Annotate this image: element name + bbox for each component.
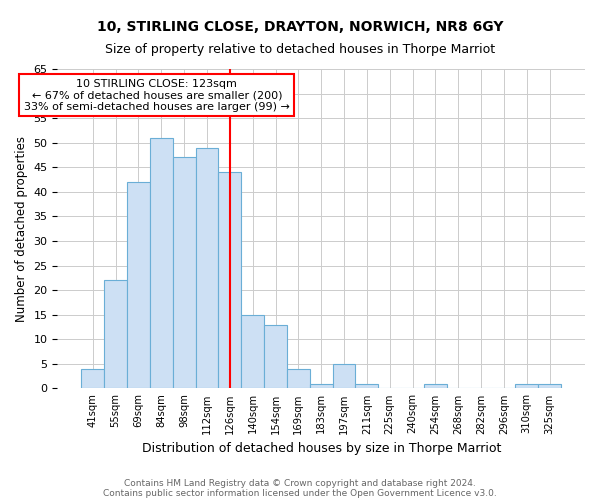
Bar xyxy=(515,384,538,388)
Bar xyxy=(218,172,241,388)
Bar xyxy=(104,280,127,388)
Bar xyxy=(287,369,310,388)
Bar xyxy=(310,384,332,388)
X-axis label: Distribution of detached houses by size in Thorpe Marriot: Distribution of detached houses by size … xyxy=(142,442,501,455)
Bar xyxy=(173,158,196,388)
Text: Contains HM Land Registry data © Crown copyright and database right 2024.: Contains HM Land Registry data © Crown c… xyxy=(124,478,476,488)
Text: Size of property relative to detached houses in Thorpe Marriot: Size of property relative to detached ho… xyxy=(105,42,495,56)
Bar xyxy=(127,182,150,388)
Bar xyxy=(82,369,104,388)
Bar xyxy=(150,138,173,388)
Y-axis label: Number of detached properties: Number of detached properties xyxy=(15,136,28,322)
Bar xyxy=(332,364,355,388)
Bar xyxy=(196,148,218,388)
Text: Contains public sector information licensed under the Open Government Licence v3: Contains public sector information licen… xyxy=(103,488,497,498)
Bar xyxy=(264,324,287,388)
Text: 10 STIRLING CLOSE: 123sqm
← 67% of detached houses are smaller (200)
33% of semi: 10 STIRLING CLOSE: 123sqm ← 67% of detac… xyxy=(24,79,290,112)
Bar xyxy=(355,384,379,388)
Bar xyxy=(424,384,447,388)
Bar xyxy=(538,384,561,388)
Text: 10, STIRLING CLOSE, DRAYTON, NORWICH, NR8 6GY: 10, STIRLING CLOSE, DRAYTON, NORWICH, NR… xyxy=(97,20,503,34)
Bar xyxy=(241,314,264,388)
